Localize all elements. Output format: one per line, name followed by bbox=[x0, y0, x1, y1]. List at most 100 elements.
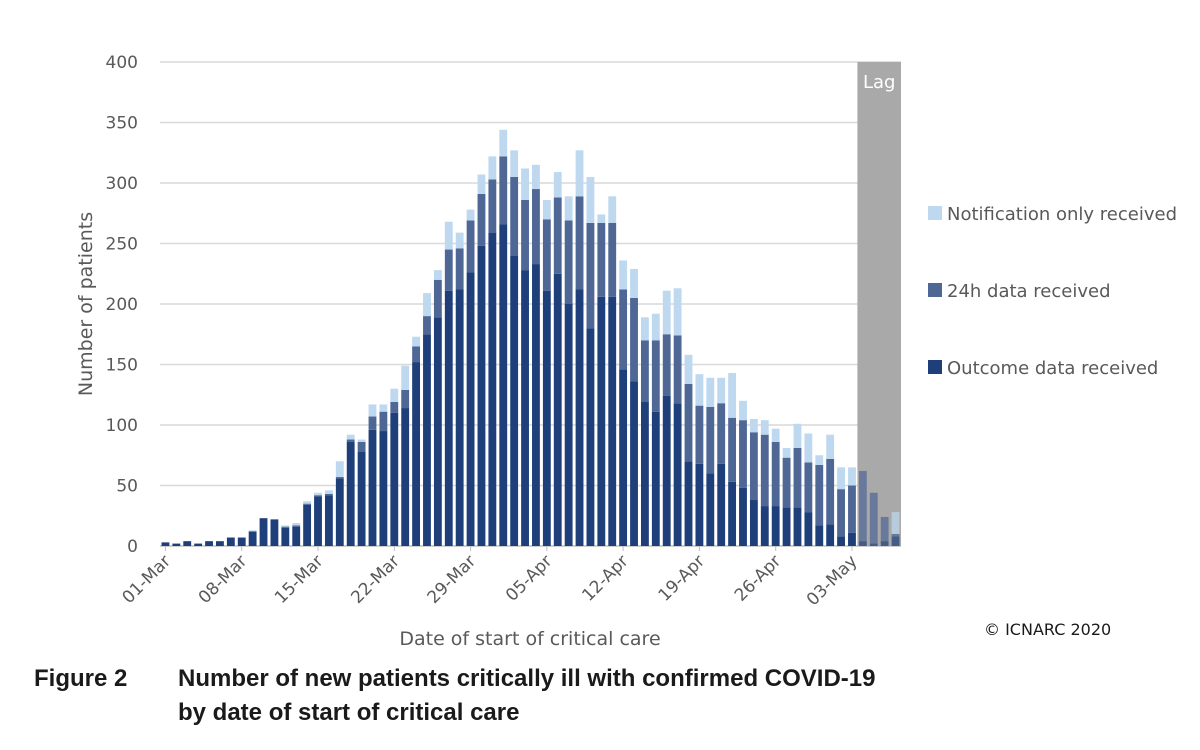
bar-segment-series-0 bbox=[673, 403, 682, 546]
bar-segment-series-0 bbox=[346, 441, 355, 546]
bar-segment-series-2 bbox=[248, 530, 257, 532]
bar-segment-series-2 bbox=[575, 150, 584, 197]
bar-segment-series-1 bbox=[586, 222, 595, 329]
bar-segment-series-0 bbox=[728, 481, 737, 546]
figure-title-line-1: Number of new patients critically ill wi… bbox=[178, 665, 876, 692]
bar-segment-series-0 bbox=[793, 507, 802, 546]
bar-segment-series-0 bbox=[815, 525, 824, 546]
bar-segment-series-0 bbox=[760, 506, 769, 546]
bar-segment-series-0 bbox=[826, 524, 835, 546]
bar-segment-series-2 bbox=[455, 232, 464, 249]
bar-segment-series-1 bbox=[423, 316, 431, 335]
bar-segment-series-0 bbox=[717, 463, 726, 546]
bar-segment-series-2 bbox=[368, 404, 377, 417]
bar-segment-series-1 bbox=[706, 406, 715, 474]
bar-segment-series-1 bbox=[608, 222, 617, 297]
bar-segment-series-0 bbox=[270, 519, 279, 546]
bar-segment-series-0 bbox=[292, 526, 301, 546]
bar-segment-series-1 bbox=[728, 417, 737, 482]
bar-segment-series-1 bbox=[281, 526, 290, 528]
bar-segment-series-2 bbox=[324, 490, 333, 494]
bar-segment-series-0 bbox=[739, 487, 747, 546]
y-tick-label: 100 bbox=[106, 416, 138, 436]
bar-segment-series-1 bbox=[390, 402, 399, 413]
bar-segment-series-0 bbox=[444, 290, 453, 546]
lag-region: Lag bbox=[857, 62, 901, 546]
bar-segment-series-1 bbox=[739, 420, 747, 488]
bar-segment-series-1 bbox=[335, 477, 344, 479]
bar-segment-series-2 bbox=[357, 439, 366, 442]
copyright-notice: © ICNARC 2020 bbox=[984, 620, 1112, 639]
bar-segment-series-2 bbox=[848, 467, 856, 486]
bar-segment-series-2 bbox=[717, 377, 726, 404]
bar-segment-series-2 bbox=[586, 176, 595, 223]
bar-segment-series-2 bbox=[826, 434, 835, 459]
bar-segment-series-0 bbox=[488, 232, 497, 547]
legend-label: 24h data received bbox=[947, 281, 1111, 302]
y-tick-label: 50 bbox=[116, 477, 138, 497]
bar-segment-series-2 bbox=[488, 156, 497, 180]
x-tick-label: 03-May bbox=[803, 551, 862, 610]
gridlines bbox=[160, 61, 901, 547]
bar-segment-series-0 bbox=[695, 463, 704, 546]
bar-segment-series-0 bbox=[597, 296, 606, 546]
y-axis-ticks: 0 50 100 150 200 250 300 350 400 bbox=[106, 53, 138, 557]
bar-segment-series-0 bbox=[684, 461, 693, 546]
legend-label: Notification only received bbox=[947, 204, 1177, 225]
bar-segment-series-2 bbox=[749, 418, 758, 433]
bar-segment-series-0 bbox=[216, 541, 224, 546]
bar-segment-series-2 bbox=[739, 400, 747, 421]
bar-segment-series-0 bbox=[183, 541, 192, 546]
bar-segment-series-1 bbox=[292, 525, 301, 527]
bar-segment-series-0 bbox=[335, 478, 344, 546]
bar-segment-series-2 bbox=[521, 168, 529, 200]
bar-segment-series-2 bbox=[684, 354, 693, 384]
x-tick-label: 29-Mar bbox=[424, 551, 480, 607]
bar-segment-series-0 bbox=[564, 304, 573, 546]
bar-segment-series-2 bbox=[510, 150, 519, 177]
legend-label: Outcome data received bbox=[947, 358, 1158, 379]
bar-segment-series-2 bbox=[477, 174, 486, 194]
bar-segment-series-0 bbox=[553, 273, 562, 546]
bar-segment-series-2 bbox=[281, 525, 290, 527]
bar-segment-series-2 bbox=[728, 372, 737, 418]
bar-segment-series-2 bbox=[303, 501, 312, 504]
bar-segment-series-1 bbox=[782, 457, 791, 508]
lag-label: Lag bbox=[863, 72, 895, 93]
bar-segment-series-2 bbox=[379, 404, 388, 412]
bar-segment-series-1 bbox=[488, 179, 497, 233]
bar-segment-series-1 bbox=[804, 462, 813, 513]
bar-segment-series-1 bbox=[510, 176, 519, 256]
bar-segment-series-1 bbox=[368, 416, 377, 430]
bar-segment-series-1 bbox=[357, 441, 366, 452]
y-tick-label: 250 bbox=[106, 235, 138, 255]
bar-segment-series-1 bbox=[651, 340, 660, 412]
bar-segment-series-1 bbox=[619, 289, 628, 370]
bar-segment-series-1 bbox=[640, 340, 649, 403]
bar-segment-series-0 bbox=[521, 270, 529, 546]
bar-segment-series-1 bbox=[815, 464, 824, 526]
bar-segment-series-1 bbox=[695, 405, 704, 464]
figure-label: Figure 2 bbox=[34, 665, 128, 692]
bar-segment-series-2 bbox=[314, 492, 322, 496]
bar-segment-series-2 bbox=[292, 523, 301, 526]
bar-segment-series-1 bbox=[564, 220, 573, 304]
bar-segment-series-0 bbox=[706, 473, 715, 546]
bar-segment-series-0 bbox=[662, 395, 671, 546]
bar-segment-series-0 bbox=[499, 224, 508, 546]
bar-segment-series-2 bbox=[499, 129, 508, 157]
bar-segment-series-1 bbox=[880, 516, 889, 542]
bar-segment-series-1 bbox=[521, 199, 529, 271]
bar-segment-series-2 bbox=[412, 336, 421, 347]
bar-segment-series-1 bbox=[597, 222, 606, 297]
bar-segment-series-1 bbox=[749, 432, 758, 501]
bar-segment-series-2 bbox=[815, 455, 824, 465]
bar-segment-series-2 bbox=[564, 196, 573, 221]
bar-segment-series-0 bbox=[433, 317, 442, 546]
bar-segment-series-0 bbox=[237, 537, 246, 546]
bar-segment-series-2 bbox=[608, 196, 617, 223]
legend: Notification only received 24h data recei… bbox=[928, 204, 1177, 379]
bar-segment-series-0 bbox=[379, 431, 388, 546]
bar-segment-series-1 bbox=[401, 389, 410, 409]
bar-segment-series-2 bbox=[662, 290, 671, 335]
